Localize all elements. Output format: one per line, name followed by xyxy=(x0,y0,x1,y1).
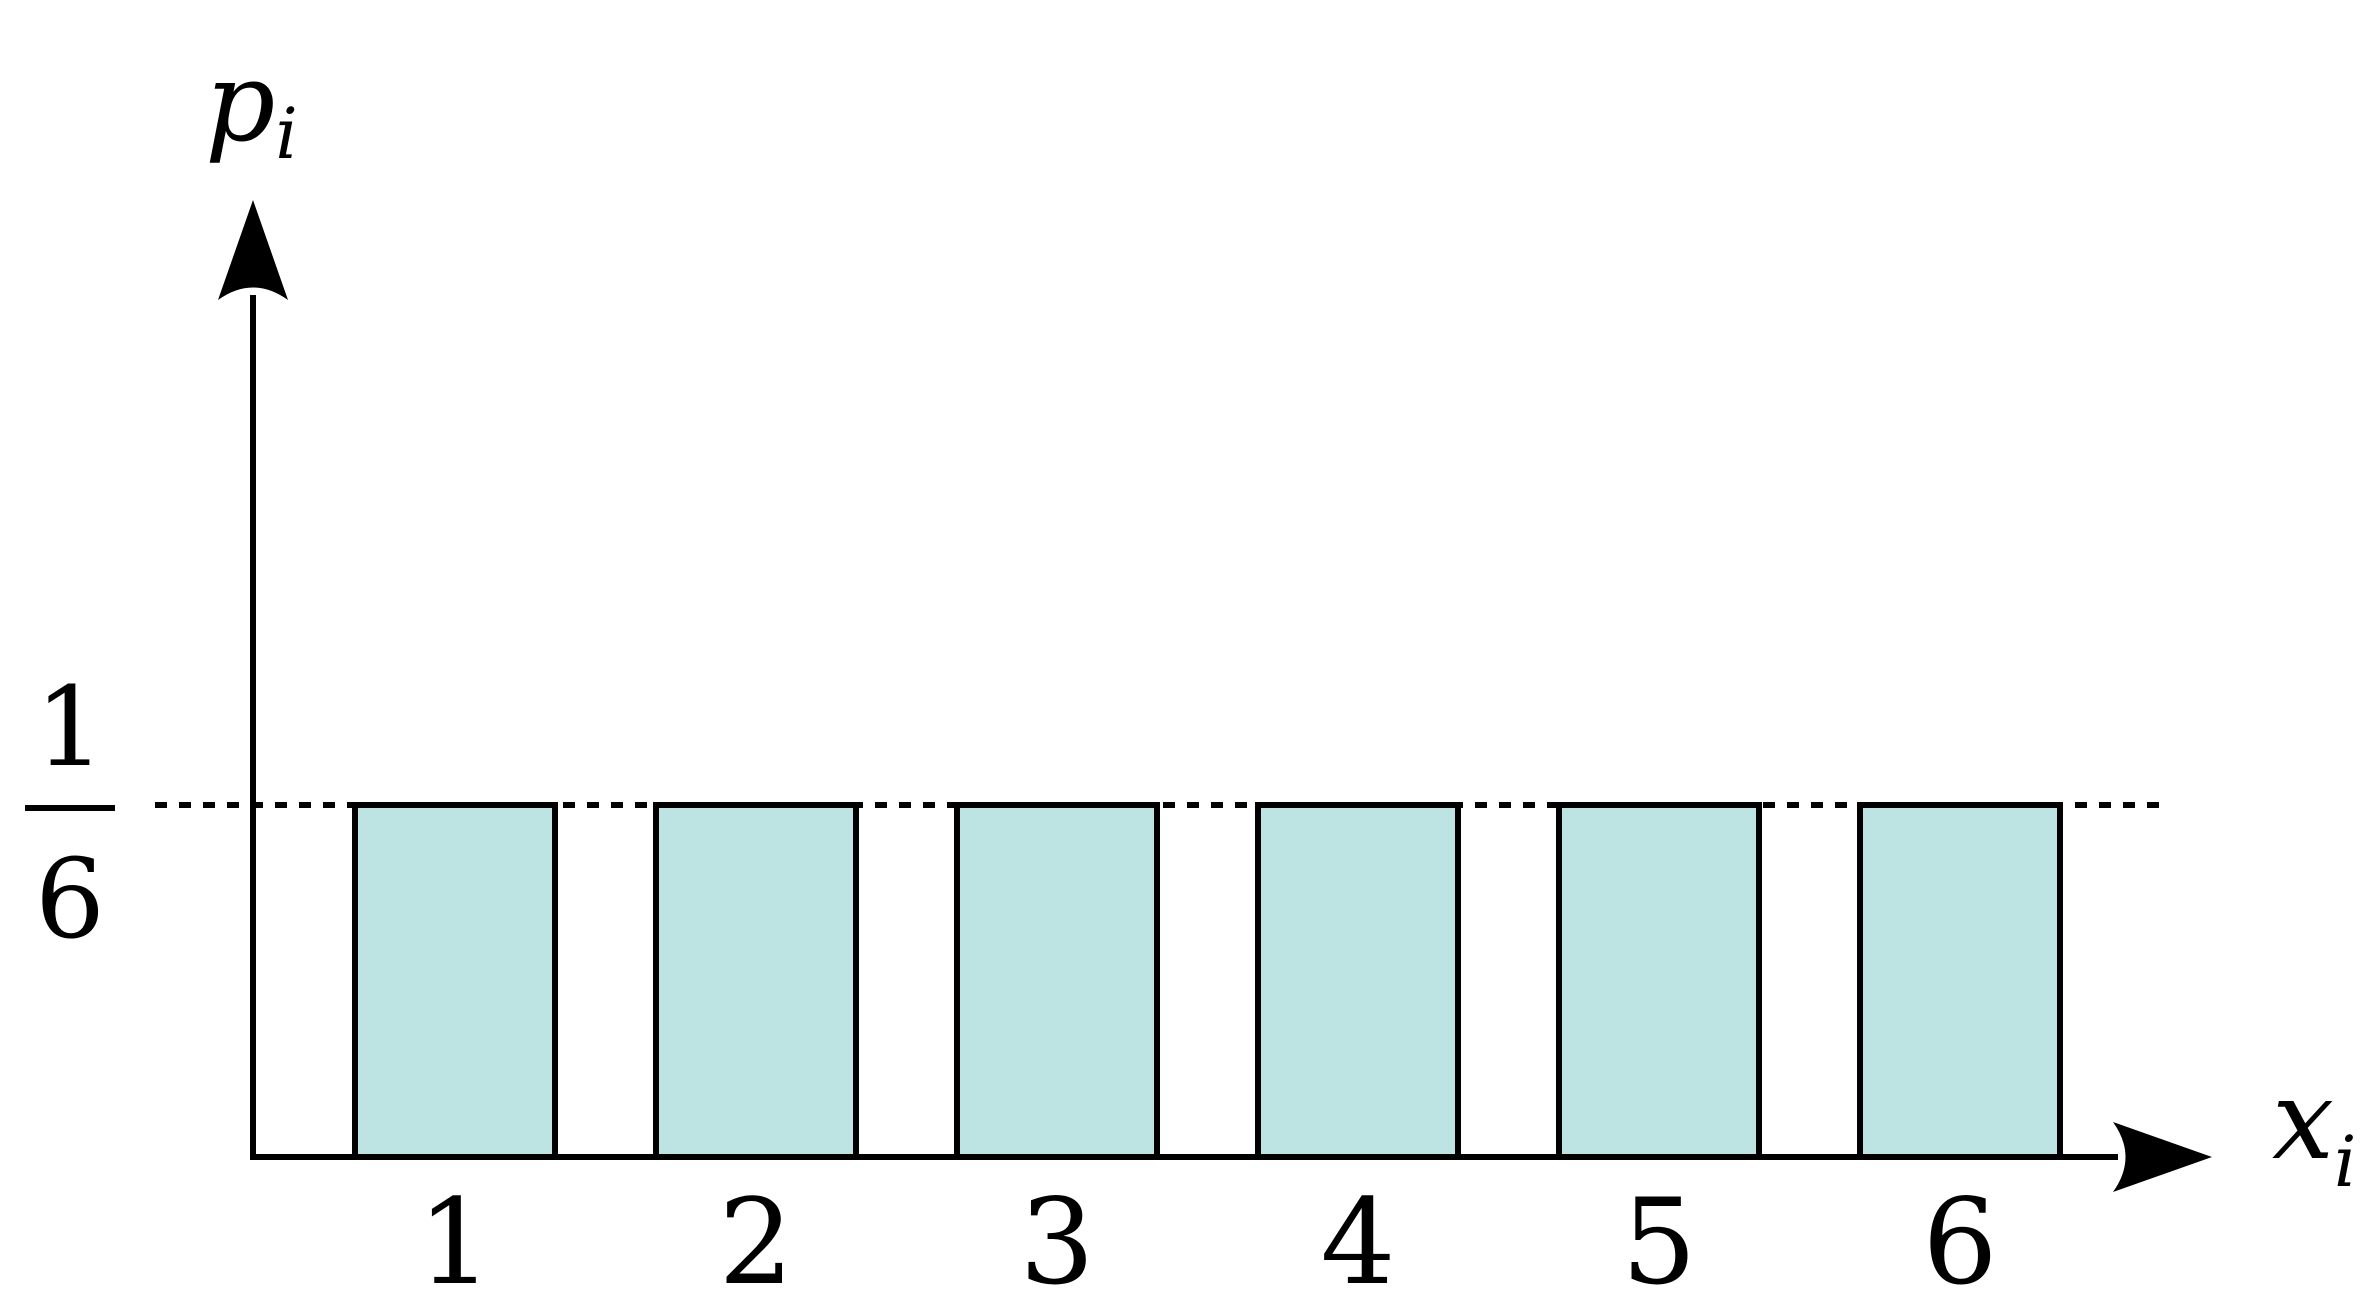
bar-3 xyxy=(954,802,1160,1160)
x-axis-label-main: x xyxy=(2272,1056,2334,1184)
reference-fraction-numerator: 1 xyxy=(35,663,105,791)
bar-1 xyxy=(352,802,558,1160)
bar-2 xyxy=(653,802,859,1160)
bar-5 xyxy=(1556,802,1762,1160)
x-tick-labels: 1 2 3 4 5 6 xyxy=(417,1173,1997,1306)
x-tick-label-4: 4 xyxy=(1320,1173,1395,1306)
y-axis-arrowhead xyxy=(218,200,288,300)
x-tick-label-1: 1 xyxy=(417,1173,492,1306)
x-axis-arrowhead xyxy=(2113,1122,2212,1192)
y-axis-label-main: p xyxy=(205,38,275,166)
x-tick-label-2: 2 xyxy=(718,1173,793,1306)
y-axis-label: pi xyxy=(205,38,298,175)
x-tick-label-5: 5 xyxy=(1621,1173,1696,1306)
x-axis-label-subscript: i xyxy=(2334,1121,2356,1203)
x-tick-label-3: 3 xyxy=(1019,1173,1094,1306)
bar-4 xyxy=(1255,802,1461,1160)
bars-layer xyxy=(352,802,2063,1160)
x-tick-label-6: 6 xyxy=(1922,1173,1997,1306)
y-axis-label-subscript: i xyxy=(275,93,297,175)
x-axis-label: xi xyxy=(2272,1056,2356,1203)
bar-6 xyxy=(1857,802,2063,1160)
axes-layer xyxy=(218,200,2212,1192)
labels-layer: pi xi 1 6 xyxy=(25,38,2356,1203)
reference-fraction-denominator: 6 xyxy=(35,835,105,963)
